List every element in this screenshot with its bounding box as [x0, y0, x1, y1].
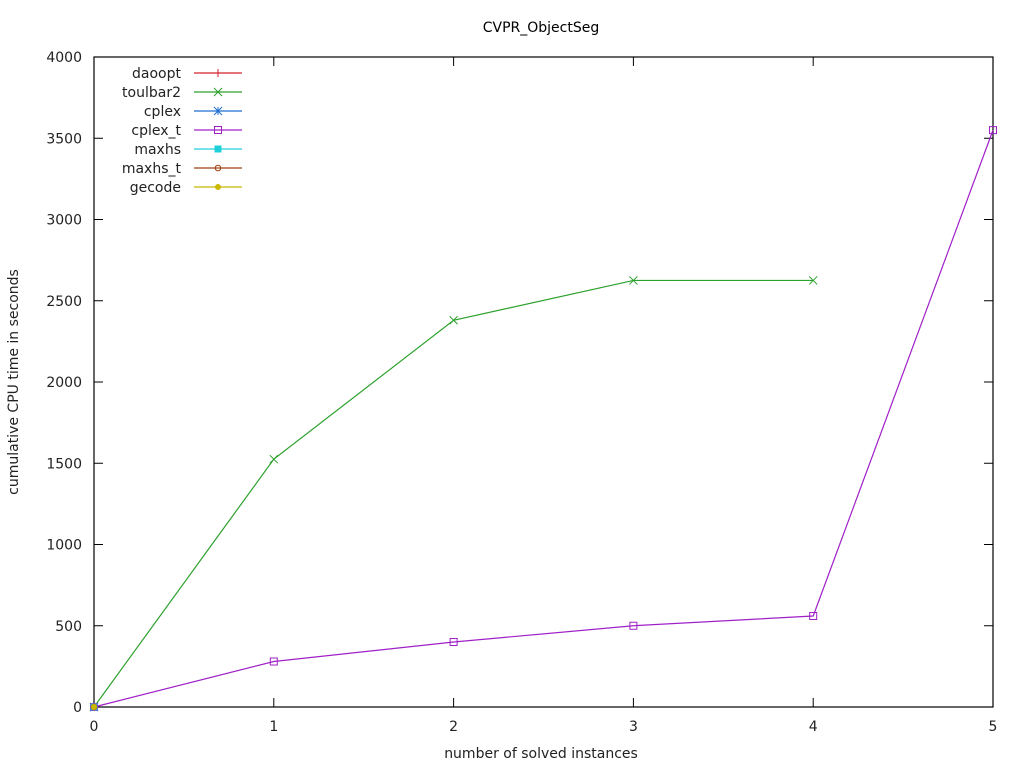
x-tick-label: 4 — [809, 719, 818, 735]
series-line — [93, 279, 814, 708]
chart-title: CVPR_ObjectSeg — [483, 20, 600, 36]
y-tick-label: 1500 — [46, 456, 82, 472]
x-tick-label: 0 — [90, 719, 99, 735]
series-layer — [89, 126, 997, 712]
cross-marker-icon — [808, 276, 818, 285]
x-tick-label: 3 — [629, 719, 638, 735]
x-axis-label: number of solved instances — [444, 746, 638, 762]
cross-marker-icon — [629, 276, 638, 285]
legend-label: maxhs — [134, 142, 181, 158]
x-tick-label: 2 — [449, 719, 458, 735]
x-tick-label: 1 — [269, 719, 278, 735]
y-tick-label: 4000 — [46, 50, 82, 66]
filled-square-marker-icon — [214, 145, 222, 153]
legend-label: toulbar2 — [122, 85, 181, 101]
series-gecode — [91, 704, 97, 710]
y-axis-label: cumulative CPU time in seconds — [6, 269, 22, 495]
y-tick-label: 2500 — [46, 294, 82, 310]
legend-label: cplex_t — [131, 123, 181, 139]
legend-item-maxhs_t: maxhs_t — [122, 161, 242, 177]
star-marker-icon — [213, 106, 223, 116]
series-cplex_t — [90, 126, 997, 711]
y-tick-label: 1000 — [46, 538, 82, 554]
legend-item-cplex: cplex — [144, 104, 242, 120]
filled-circle-marker-icon — [215, 184, 221, 190]
open-square-marker-icon — [449, 638, 458, 646]
legend-item-daoopt: daoopt — [132, 66, 242, 82]
y-tick-label: 2000 — [46, 375, 82, 391]
series-line — [93, 129, 994, 708]
legend-label: daoopt — [132, 66, 181, 82]
open-square-marker-icon — [269, 657, 278, 666]
plot-border — [93, 56, 994, 708]
open-square-marker-icon — [214, 126, 222, 134]
filled-circle-marker-icon — [91, 704, 97, 710]
legend-label: maxhs_t — [122, 161, 182, 177]
y-tick-label: 500 — [55, 619, 82, 635]
open-circle-marker-icon — [214, 164, 222, 172]
legend-label: gecode — [130, 180, 181, 196]
x-tick-label: 5 — [989, 719, 998, 735]
legend-label: cplex — [144, 104, 181, 120]
open-square-marker-icon — [629, 621, 638, 630]
cross-marker-icon — [449, 315, 458, 325]
legend-item-gecode: gecode — [130, 180, 242, 196]
y-tick-label: 3000 — [46, 213, 82, 229]
y-tick-label: 3500 — [46, 131, 82, 147]
cross-marker-icon — [269, 454, 279, 464]
plot-area — [93, 56, 994, 708]
axis-ticks: 0 500 1000 1500 2000 2500 3000 3500 4000 0 1 2 3 4 5 — [46, 50, 997, 735]
legend-item-maxhs: maxhs — [134, 142, 242, 158]
plus-marker-icon — [214, 69, 222, 77]
open-square-marker-icon — [989, 126, 997, 135]
cross-marker-icon — [213, 87, 223, 97]
y-tick-label: 0 — [73, 700, 82, 716]
legend-item-toulbar2: toulbar2 — [122, 85, 242, 101]
legend-item-cplex_t: cplex_t — [131, 123, 242, 139]
open-square-marker-icon — [809, 612, 818, 620]
